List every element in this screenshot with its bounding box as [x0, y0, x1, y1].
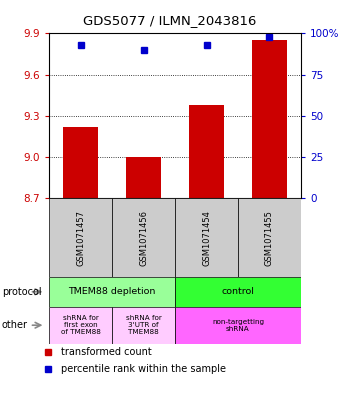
Bar	[112, 307, 175, 344]
Bar	[112, 198, 175, 277]
Text: GSM1071456: GSM1071456	[139, 210, 148, 266]
Text: non-targetting
shRNA: non-targetting shRNA	[212, 319, 264, 332]
Text: transformed count: transformed count	[61, 347, 151, 357]
Bar	[189, 105, 224, 198]
Text: GSM1071457: GSM1071457	[76, 210, 85, 266]
Text: shRNA for
3'UTR of
TMEM88: shRNA for 3'UTR of TMEM88	[126, 315, 162, 335]
Bar	[64, 127, 98, 198]
Bar	[175, 307, 301, 344]
Text: control: control	[222, 287, 254, 296]
Text: GDS5077 / ILMN_2043816: GDS5077 / ILMN_2043816	[83, 14, 257, 27]
Text: GSM1071454: GSM1071454	[202, 210, 211, 266]
Text: TMEM88 depletion: TMEM88 depletion	[69, 287, 156, 296]
Bar	[49, 277, 175, 307]
Bar	[175, 198, 238, 277]
Bar	[238, 198, 301, 277]
Text: protocol: protocol	[2, 287, 41, 297]
Bar	[49, 198, 112, 277]
Bar	[252, 40, 287, 198]
Text: GSM1071455: GSM1071455	[265, 210, 274, 266]
Text: shRNA for
first exon
of TMEM88: shRNA for first exon of TMEM88	[61, 315, 101, 335]
Bar	[175, 277, 301, 307]
Bar	[126, 157, 161, 198]
Bar	[49, 307, 112, 344]
Text: percentile rank within the sample: percentile rank within the sample	[61, 364, 225, 374]
Text: other: other	[2, 320, 28, 330]
